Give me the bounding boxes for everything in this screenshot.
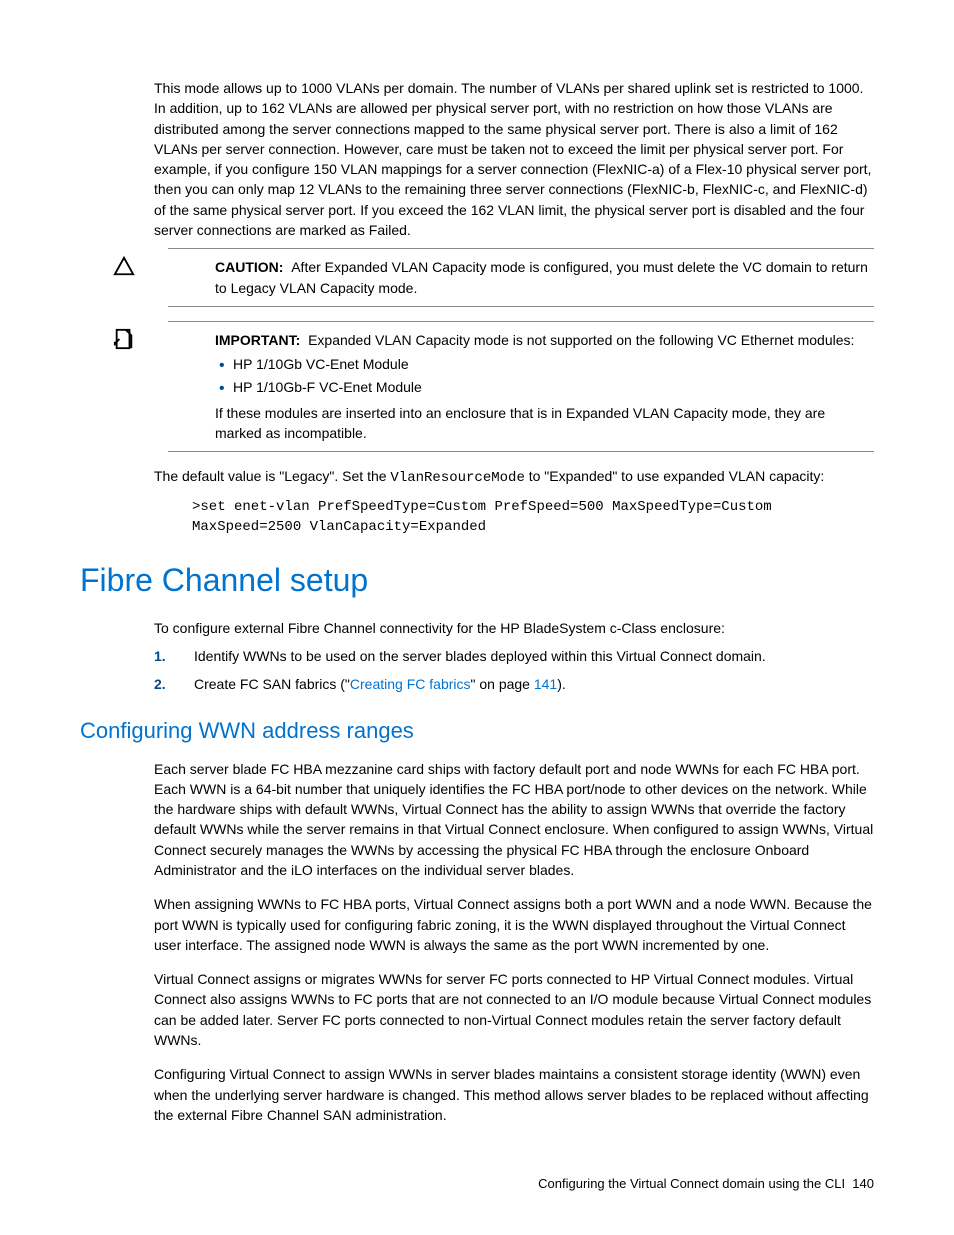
page-footer: Configuring the Virtual Connect domain u… — [80, 1175, 874, 1194]
link-page-ref[interactable]: 141 — [534, 676, 557, 692]
wwn-paragraph-1: Each server blade FC HBA mezzanine card … — [80, 759, 874, 881]
step-text: Identify WWNs to be used on the server b… — [194, 648, 766, 664]
important-block: IMPORTANT: Expanded VLAN Capacity mode i… — [168, 321, 874, 452]
caution-text: After Expanded VLAN Capacity mode is con… — [215, 259, 868, 295]
heading-wwn: Configuring WWN address ranges — [80, 715, 874, 747]
important-line1: IMPORTANT: Expanded VLAN Capacity mode i… — [215, 330, 874, 350]
inline-code: VlanResourceMode — [390, 470, 524, 486]
caution-label: CAUTION: — [215, 259, 283, 275]
important-label: IMPORTANT: — [215, 332, 300, 348]
caution-block: CAUTION: After Expanded VLAN Capacity mo… — [168, 248, 874, 307]
bullet-item: HP 1/10Gb VC-Enet Module — [233, 354, 874, 374]
important-text-after: If these modules are inserted into an en… — [215, 403, 874, 444]
fc-intro: To configure external Fibre Channel conn… — [80, 618, 874, 638]
step-number: 1. — [154, 646, 166, 666]
important-text-before: Expanded VLAN Capacity mode is not suppo… — [300, 332, 854, 348]
step-text-post: ). — [557, 676, 566, 692]
important-icon — [113, 328, 135, 350]
step-text-mid: " on page — [471, 676, 534, 692]
default-paragraph: The default value is "Legacy". Set the V… — [80, 466, 874, 488]
footer-page-number: 140 — [852, 1176, 874, 1191]
code-block: >set enet-vlan PrefSpeedType=Custom Pref… — [80, 497, 874, 538]
link-creating-fabrics[interactable]: Creating FC fabrics — [350, 676, 471, 692]
numbered-list: 1. Identify WWNs to be used on the serve… — [80, 646, 874, 695]
caution-content: CAUTION: After Expanded VLAN Capacity mo… — [168, 257, 874, 298]
footer-text: Configuring the Virtual Connect domain u… — [538, 1176, 845, 1191]
list-item: 1. Identify WWNs to be used on the serve… — [194, 646, 874, 666]
important-content: IMPORTANT: Expanded VLAN Capacity mode i… — [168, 330, 874, 443]
wwn-paragraph-4: Configuring Virtual Connect to assign WW… — [80, 1064, 874, 1125]
caution-icon — [113, 255, 135, 277]
heading-fibre-channel: Fibre Channel setup — [80, 557, 874, 603]
important-bullets: HP 1/10Gb VC-Enet Module HP 1/10Gb-F VC-… — [215, 354, 874, 397]
intro-paragraph: This mode allows up to 1000 VLANs per do… — [80, 78, 874, 240]
step-text-pre: Create FC SAN fabrics (" — [194, 676, 350, 692]
list-item: 2. Create FC SAN fabrics ("Creating FC f… — [194, 674, 874, 694]
bullet-item: HP 1/10Gb-F VC-Enet Module — [233, 377, 874, 397]
wwn-paragraph-2: When assigning WWNs to FC HBA ports, Vir… — [80, 894, 874, 955]
default-text-2: to "Expanded" to use expanded VLAN capac… — [525, 468, 824, 484]
step-number: 2. — [154, 674, 166, 694]
default-text-1: The default value is "Legacy". Set the — [154, 468, 390, 484]
wwn-paragraph-3: Virtual Connect assigns or migrates WWNs… — [80, 969, 874, 1050]
